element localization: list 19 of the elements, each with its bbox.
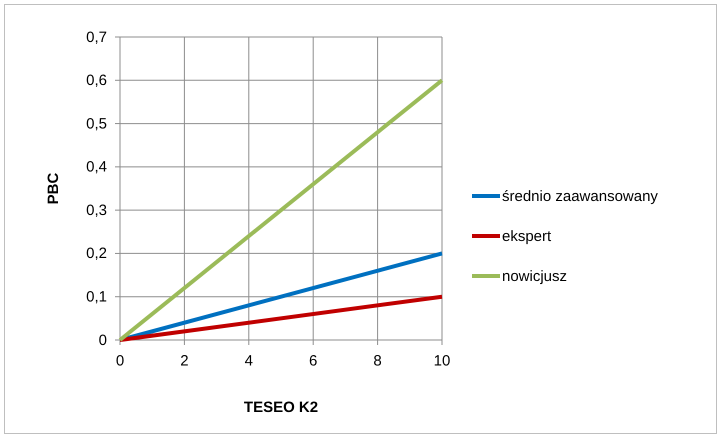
y-tick-label: 0,3 [86,202,107,219]
x-tick-label: 0 [116,352,124,370]
y-tick-label: 0,2 [86,245,107,262]
y-tick-label: 0,4 [86,158,107,176]
legend-label: ekspert [502,228,552,245]
y-tick-label: 0,1 [86,288,107,306]
y-tick-label: 0,5 [86,115,107,132]
legend-label: średnio zaawansowany [502,188,658,205]
x-tick-label: 8 [373,352,382,370]
y-tick-label: 0,7 [86,28,107,46]
y-axis-title: PBC [45,172,62,204]
x-tick-label: 2 [180,352,189,370]
x-tick-label: 10 [434,352,450,370]
legend-label: nowicjusz [502,268,568,285]
y-tick-label: 0 [98,332,107,349]
x-tick-label: 4 [244,352,253,370]
x-tick-label: 6 [309,352,318,370]
y-tick-label: 0,6 [86,72,107,90]
x-axis-title: TESEO K2 [244,399,318,416]
